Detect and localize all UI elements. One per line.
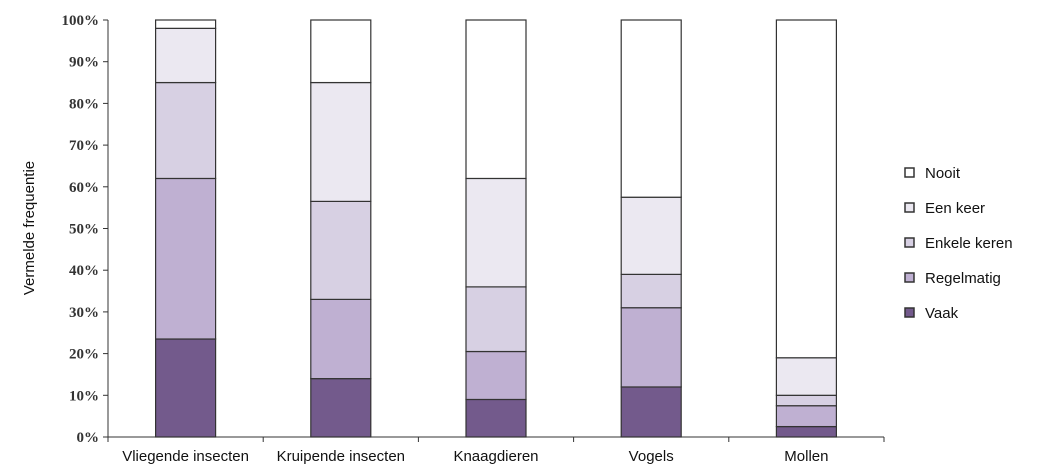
x-category-label: Knaagdieren [453,448,538,465]
legend-label: Regelmatig [925,270,1001,287]
bar-segment-een-keer [465,177,527,288]
legend-label: Enkele keren [925,235,1013,252]
bar-segment-een-keer [155,27,217,84]
y-tick-label: 80% [69,96,99,112]
bar-segment-een-keer [310,81,372,202]
legend-swatch [904,272,915,283]
bar-segment-regelmatig [155,177,217,340]
bar-segment-vaak [310,378,372,438]
legend-swatch [904,202,915,213]
bar-segment-enkele-keren [775,394,838,407]
x-category-label: Kruipende insecten [277,448,405,465]
bar-segment-enkele-keren [155,81,217,180]
x-category-label: Vliegende insecten [122,448,249,465]
bar-segment-enkele-keren [465,286,527,353]
legend-swatch [904,307,915,318]
y-tick-label: 50% [69,222,99,238]
bar-segment-een-keer [620,196,682,275]
bar-segment-vaak [775,425,838,438]
bar-segment-regelmatig [775,405,838,428]
bar-segment-vaak [465,398,527,438]
legend-swatch [904,167,915,178]
x-category-label: Mollen [784,448,828,465]
y-tick-label: 100% [62,13,100,29]
bar-segment-enkele-keren [310,200,372,300]
x-category-label: Vogels [629,448,674,465]
bar-segment-regelmatig [620,307,682,388]
bar-segment-regelmatig [310,298,372,380]
legend-label: Vaak [925,305,959,322]
bar-segment-nooit [465,19,527,180]
bar-segment-nooit [620,19,682,198]
legend-label: Een keer [925,200,985,217]
bar-segment-nooit [155,19,217,29]
bar-segment-regelmatig [465,350,527,401]
bar-segment-nooit [310,19,372,84]
bar-segment-een-keer [775,357,838,396]
bar-segment-enkele-keren [620,273,682,309]
y-tick-label: 40% [69,263,99,279]
y-tick-label: 90% [69,55,99,71]
bar-segment-nooit [775,19,838,359]
y-tick-label: 30% [69,305,99,321]
legend-swatch [904,237,915,248]
bar-segment-vaak [620,386,682,438]
bar-segment-vaak [155,338,217,438]
y-tick-label: 60% [69,180,99,196]
y-tick-label: 70% [69,138,99,154]
legend-label: Nooit [925,165,961,182]
y-tick-label: 0% [77,430,100,446]
y-tick-label: 10% [69,388,99,404]
y-axis-title: Vermelde frequentie [21,161,38,295]
y-tick-label: 20% [69,347,99,363]
